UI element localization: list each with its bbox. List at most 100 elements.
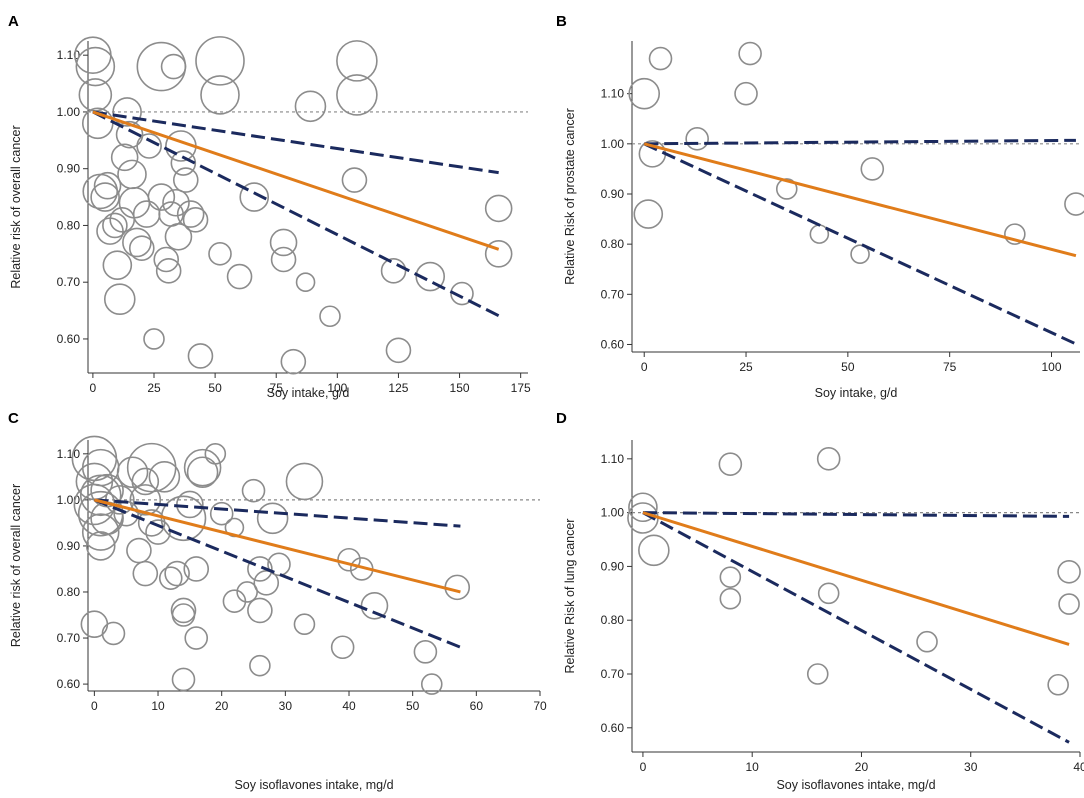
study-point-a [450, 281, 474, 306]
study-point-a [153, 246, 180, 273]
study-point-a [90, 182, 120, 212]
study-point-a [269, 228, 298, 257]
study-point-a [164, 222, 193, 251]
study-point-c [236, 581, 258, 603]
y-tick-label-a: 1.10 [57, 48, 81, 62]
study-point-c [186, 456, 219, 489]
study-point-a [160, 53, 187, 80]
x-tick-label-d: 40 [1073, 760, 1084, 774]
x-tick-label-a: 75 [270, 381, 284, 395]
study-point-a [195, 36, 245, 86]
study-point-b [775, 178, 798, 200]
x-tick-label-d: 10 [746, 760, 760, 774]
y-tick-label-a: 0.70 [57, 275, 81, 289]
study-point-d [718, 452, 743, 477]
y-tick-label-c: 0.80 [57, 585, 81, 599]
study-point-a [187, 343, 214, 369]
study-point-d [638, 534, 670, 567]
x-tick-label-d: 20 [855, 760, 869, 774]
x-tick-label-c: 20 [215, 699, 229, 713]
y-tick-label-d: 1.00 [601, 506, 625, 520]
study-point-a [270, 246, 297, 273]
study-point-a [93, 171, 122, 200]
study-point-d [719, 566, 742, 588]
ci-upper-line-b [644, 138, 1076, 146]
study-point-a [143, 328, 165, 350]
x-tick-label-a: 100 [327, 381, 347, 395]
x-tick-label-d: 30 [964, 760, 978, 774]
study-point-a [319, 305, 341, 328]
study-point-a [336, 40, 378, 82]
study-point-b [628, 77, 661, 110]
x-tick-label-d: 0 [640, 760, 647, 774]
x-tick-label-a: 25 [147, 381, 161, 395]
study-point-d [628, 492, 658, 523]
study-point-c [145, 519, 171, 545]
study-point-c [176, 490, 204, 519]
study-point-b [809, 224, 830, 244]
study-point-c [285, 462, 324, 501]
study-point-a [78, 78, 113, 112]
study-point-a [162, 188, 190, 217]
study-point-a [182, 206, 209, 233]
study-point-b [685, 127, 709, 151]
study-point-c [183, 556, 210, 582]
x-tick-label-a: 175 [511, 381, 531, 395]
ci-lower-line-c [93, 498, 461, 649]
study-point-a [336, 74, 378, 116]
study-point-a [147, 183, 176, 211]
x-tick-label-c: 0 [91, 699, 98, 713]
y-tick-label-c: 1.10 [57, 447, 81, 461]
study-point-a [136, 133, 162, 159]
y-tick-label-b: 0.60 [601, 337, 625, 351]
y-axis-title-c: Relative risk of overall cancer [9, 484, 23, 647]
study-point-b [1064, 192, 1084, 216]
y-tick-label-b: 0.80 [601, 237, 625, 251]
study-point-a [484, 194, 513, 223]
x-axis-title-d: Soy isoflavones intake, mg/d [776, 778, 935, 792]
study-point-a [415, 261, 446, 292]
x-tick-label-b: 50 [841, 360, 855, 374]
study-point-c [164, 560, 190, 587]
study-point-c [158, 566, 183, 590]
study-point-b [850, 244, 870, 264]
study-point-c [183, 448, 222, 487]
panel-a: 0.60 0.70 0.80 0.90 1.00 1.10 0 25 50 75 100 125 150… [9, 36, 531, 400]
x-tick-label-c: 40 [342, 699, 356, 713]
study-point-a [75, 46, 116, 87]
study-point-c [116, 456, 149, 489]
study-point-a [103, 283, 136, 316]
study-point-c [209, 501, 234, 526]
study-point-d [817, 582, 840, 605]
y-tick-label-d: 0.70 [601, 667, 625, 681]
panel-label-a: A [8, 13, 19, 30]
y-axis-title-a: Relative risk of overall cancer [9, 125, 23, 288]
x-tick-label-b: 75 [943, 360, 957, 374]
study-point-d [1047, 673, 1069, 696]
study-point-a [102, 250, 133, 280]
study-point-d [806, 663, 829, 685]
panel-b: 0.60 0.70 0.80 0.90 1.00 1.10 0 25 50 75 100 Soy in… [563, 41, 1084, 400]
study-point-c [81, 513, 120, 551]
study-point-a [128, 235, 155, 261]
study-point-a [115, 120, 144, 149]
y-tick-label-b: 1.00 [601, 137, 625, 151]
study-point-a [117, 159, 147, 190]
study-point-c [247, 556, 273, 582]
ci-upper-line-a [92, 110, 499, 175]
study-point-c [132, 560, 159, 587]
study-point-c [126, 537, 152, 564]
study-point-a [294, 90, 327, 123]
x-tick-label-c: 60 [470, 699, 484, 713]
study-point-c [129, 484, 162, 516]
x-tick-label-c: 10 [151, 699, 165, 713]
study-point-c [330, 635, 355, 660]
study-point-a [132, 200, 161, 228]
study-point-d [1057, 559, 1081, 584]
y-tick-label-c: 0.90 [57, 539, 81, 553]
study-point-a [380, 258, 407, 284]
study-point-a [239, 182, 270, 212]
study-point-a [208, 242, 232, 266]
x-tick-label-b: 0 [641, 360, 648, 374]
panel-label-d: D [556, 410, 567, 427]
